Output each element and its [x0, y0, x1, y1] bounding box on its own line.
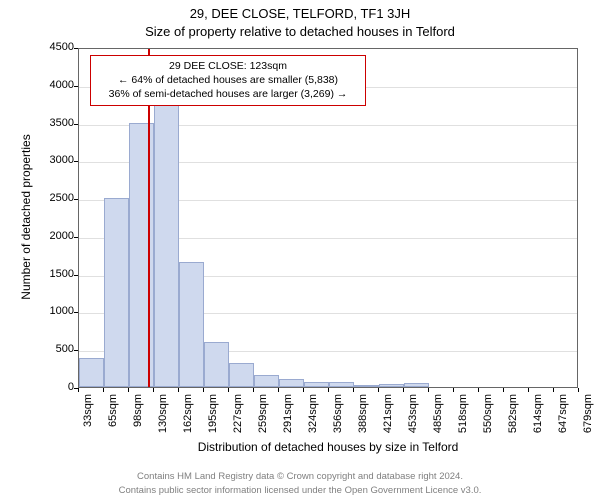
x-tick-mark [353, 388, 354, 392]
x-tick-label: 550sqm [482, 394, 494, 454]
histogram-bar [329, 382, 354, 387]
x-tick-mark [153, 388, 154, 392]
histogram-bar [379, 384, 404, 387]
x-tick-label: 647sqm [557, 394, 569, 454]
x-tick-label: 195sqm [207, 394, 219, 454]
x-tick-mark [453, 388, 454, 392]
y-tick-mark [74, 86, 78, 87]
histogram-bar [354, 385, 379, 387]
x-tick-label: 324sqm [307, 394, 319, 454]
x-tick-label: 582sqm [507, 394, 519, 454]
x-tick-label: 227sqm [232, 394, 244, 454]
histogram-bar [129, 123, 154, 387]
x-tick-mark [253, 388, 254, 392]
x-tick-label: 162sqm [182, 394, 194, 454]
marker-infobox: 29 DEE CLOSE: 123sqm ← 64% of detached h… [90, 55, 366, 106]
histogram-bar [154, 89, 179, 387]
y-tick-mark [74, 199, 78, 200]
footer-line2: Contains public sector information licen… [0, 485, 600, 496]
x-tick-mark [203, 388, 204, 392]
x-tick-mark [128, 388, 129, 392]
infobox-line1: 29 DEE CLOSE: 123sqm [97, 59, 359, 73]
x-tick-label: 614sqm [532, 394, 544, 454]
x-tick-label: 679sqm [582, 394, 594, 454]
y-tick-label: 500 [14, 343, 74, 355]
x-tick-mark [503, 388, 504, 392]
histogram-bar [304, 382, 329, 387]
infobox-line3: 36% of semi-detached houses are larger (… [97, 87, 359, 101]
y-tick-mark [74, 275, 78, 276]
x-tick-mark [278, 388, 279, 392]
x-tick-mark [578, 388, 579, 392]
x-tick-label: 259sqm [257, 394, 269, 454]
x-tick-label: 453sqm [407, 394, 419, 454]
histogram-bar [79, 358, 104, 387]
histogram-bar [104, 198, 129, 387]
y-tick-label: 4500 [14, 41, 74, 53]
x-tick-mark [178, 388, 179, 392]
x-tick-mark [103, 388, 104, 392]
chart-title-line2: Size of property relative to detached ho… [0, 24, 600, 39]
y-tick-mark [74, 237, 78, 238]
y-tick-mark [74, 48, 78, 49]
y-tick-mark [74, 161, 78, 162]
y-tick-label: 1500 [14, 268, 74, 280]
y-tick-label: 3500 [14, 117, 74, 129]
x-tick-mark [553, 388, 554, 392]
x-tick-mark [528, 388, 529, 392]
y-tick-mark [74, 350, 78, 351]
y-tick-label: 4000 [14, 79, 74, 91]
histogram-bar [254, 375, 279, 387]
x-tick-mark [228, 388, 229, 392]
x-tick-mark [428, 388, 429, 392]
y-tick-mark [74, 312, 78, 313]
infobox-line2: ← 64% of detached houses are smaller (5,… [97, 73, 359, 87]
x-tick-mark [78, 388, 79, 392]
x-tick-label: 33sqm [82, 394, 94, 454]
y-tick-mark [74, 124, 78, 125]
y-axis-label: Number of detached properties [19, 107, 33, 327]
x-tick-mark [478, 388, 479, 392]
x-tick-label: 291sqm [282, 394, 294, 454]
y-tick-label: 0 [14, 381, 74, 393]
x-tick-mark [303, 388, 304, 392]
x-tick-label: 388sqm [357, 394, 369, 454]
chart-title-line1: 29, DEE CLOSE, TELFORD, TF1 3JH [0, 6, 600, 21]
y-tick-label: 1000 [14, 305, 74, 317]
x-tick-label: 130sqm [157, 394, 169, 454]
x-tick-label: 421sqm [382, 394, 394, 454]
x-tick-label: 356sqm [332, 394, 344, 454]
y-tick-label: 2000 [14, 230, 74, 242]
histogram-bar [279, 379, 304, 387]
x-tick-mark [328, 388, 329, 392]
x-tick-label: 98sqm [132, 394, 144, 454]
x-tick-label: 65sqm [107, 394, 119, 454]
x-tick-mark [378, 388, 379, 392]
x-tick-mark [403, 388, 404, 392]
x-tick-label: 518sqm [457, 394, 469, 454]
histogram-bar [179, 262, 204, 387]
x-axis-label: Distribution of detached houses by size … [78, 440, 578, 454]
histogram-bar [204, 342, 229, 387]
chart-page: 29, DEE CLOSE, TELFORD, TF1 3JH Size of … [0, 0, 600, 500]
histogram-bar [229, 363, 254, 387]
x-tick-label: 485sqm [432, 394, 444, 454]
y-tick-label: 2500 [14, 192, 74, 204]
y-tick-label: 3000 [14, 154, 74, 166]
histogram-bar [404, 383, 429, 387]
footer-line1: Contains HM Land Registry data © Crown c… [0, 471, 600, 482]
